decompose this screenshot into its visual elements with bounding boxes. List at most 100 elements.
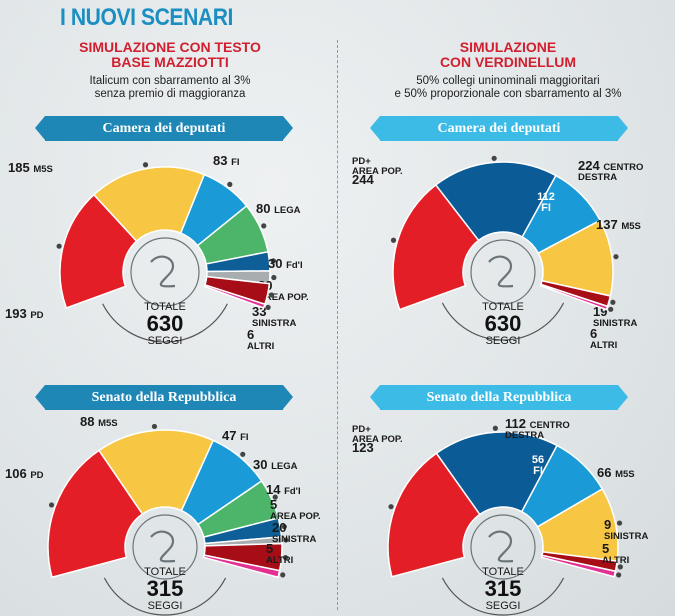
slice-label-fi: 56 FI [532, 454, 544, 477]
label-dot-altri [616, 572, 622, 578]
slice-label-centro-destra: 224 CENTRO DESTRA [578, 158, 643, 183]
label-dot-pd [56, 243, 62, 249]
page-title: I NUOVI SCENARI [60, 4, 233, 31]
slice-label-altri: 6 ALTRI [590, 326, 617, 351]
slice-label-pd-area-pop: PD+ AREA POP. 244 [352, 156, 403, 187]
total-unit: SEGGI [148, 600, 183, 612]
slice-label-sinistra: 20 SINISTRA [272, 520, 316, 545]
label-dot-lega [272, 494, 278, 500]
right-sim-desc-2: e 50% proporzionale con sbarramento al 3… [394, 88, 622, 100]
total-arc [103, 577, 227, 616]
banner-senato-left: Senato della Repubblica [35, 385, 293, 410]
left-column-header: SIMULAZIONE CON TESTO BASE MAZZIOTTI Ita… [20, 40, 320, 101]
banner-camera-right: Camera dei deputati [370, 116, 628, 141]
slice-label-altri: 6 ALTRI [247, 327, 274, 352]
left-sim-desc-1: Italicum con sbarramento al 3% [89, 75, 251, 87]
slice-label-fi: 83 FI [213, 153, 240, 168]
label-dot-pd-area-pop [390, 237, 397, 243]
total-unit: SEGGI [486, 600, 521, 612]
total-value: 315 [485, 576, 522, 601]
slice-label-m5s: 137 M5S [596, 217, 641, 232]
slice-label-centro-destra: 112 CENTRO DESTRA [505, 416, 570, 441]
total-unit: SEGGI [486, 335, 521, 347]
right-column-header: SIMULAZIONE CON VERDINELLUM 50% collegi … [352, 40, 664, 101]
slice-label-lega: 30 LEGA [253, 457, 298, 472]
total-value: 630 [147, 311, 184, 336]
left-sim-desc-2: senza premio di maggioranza [94, 88, 246, 100]
slice-label-fd-i: 14 Fd'I [266, 482, 301, 497]
total-unit: SEGGI [148, 335, 183, 347]
total-value: 630 [485, 311, 522, 336]
label-dot-altri [608, 306, 614, 312]
emblem-icon [132, 514, 198, 580]
label-dot-area-pop [271, 274, 277, 281]
slice-label-pd: 193 PD [5, 306, 44, 321]
slice-label-altri: 5 ALTRI [602, 541, 629, 566]
banner-camera-left: Camera dei deputati [35, 116, 293, 141]
slice-altri [202, 554, 281, 579]
slice-pd-area-pop [387, 452, 481, 578]
slice-pd-area-pop [392, 183, 480, 311]
slice-label-fi: 47 FI [222, 428, 249, 443]
label-dot-sinistra [610, 299, 616, 305]
total-arc [441, 577, 565, 616]
slice-label-m5s: 185 M5S [8, 160, 53, 175]
slice-label-m5s: 66 M5S [597, 465, 635, 480]
slice-label-pd-area-pop: PD+ AREA POP. 123 [352, 424, 403, 455]
slice-pd [59, 193, 138, 309]
label-dot-m5s [613, 254, 619, 260]
slice-altri [203, 283, 266, 309]
label-dot-lega [261, 223, 267, 229]
total-label: TOTALE [144, 566, 186, 578]
label-dot-sinistra [268, 292, 275, 298]
label-dot-fi [227, 181, 233, 187]
slice-altri [540, 554, 617, 578]
total-arc [102, 303, 228, 343]
slice-pd [47, 449, 144, 579]
label-dot-fi [240, 451, 246, 457]
total-value: 315 [147, 576, 184, 601]
label-dot-altri [265, 304, 271, 311]
label-dot-centro-destra [492, 425, 498, 431]
slice-label-sinistra: 9 SINISTRA [604, 517, 648, 542]
total-label: TOTALE [144, 301, 186, 313]
slice-label-area-pop: 5 AREA POP. [270, 497, 321, 522]
slice-centro-destra [434, 161, 557, 242]
emblem-icon [470, 239, 536, 305]
chart-mazziotti-senato: 106 PD 88 M5S 47 FI 30 LEGA 14 Fd'I5 AREA POP… [5, 414, 321, 616]
label-dot-sinistra [282, 554, 289, 561]
slice-centro-destra [435, 431, 559, 516]
left-sim-title-1: SIMULAZIONE CON TESTO [79, 39, 261, 55]
chart-verdinellum-camera: PD+ AREA POP. 244 224 CENTRO DESTRA 112 FI 137 … [352, 155, 643, 351]
emblem-icon [130, 237, 200, 307]
slice-label-fi: 112 FI [537, 191, 555, 214]
slice-label-lega: 80 LEGA [256, 201, 301, 216]
label-dot-m5s [151, 423, 158, 430]
label-dot-m5s [142, 162, 149, 168]
slice-altri [539, 283, 609, 311]
total-label: TOTALE [482, 566, 524, 578]
left-sim-title-2: BASE MAZZIOTTI [111, 54, 229, 70]
chart-verdinellum-senato: PD+ AREA POP. 123 112 CENTRO DESTRA 56 FI 66 M5… [352, 416, 648, 616]
total-arc [441, 302, 565, 341]
emblem-icon [470, 514, 536, 580]
label-dot-area-pop [283, 537, 289, 543]
label-dot-fd-i [270, 258, 277, 264]
right-sim-title-2: CON VERDINELLUM [439, 54, 577, 70]
slice-label-fd-i: 30 Fd'I [268, 256, 303, 271]
slice-label-m5s: 88 M5S [80, 414, 118, 429]
label-dot-m5s [616, 520, 623, 526]
slice-m5s [97, 429, 215, 516]
label-dot-pd-area-pop [388, 504, 394, 510]
total-label: TOTALE [482, 301, 524, 313]
right-sim-title-1: SIMULAZIONE [459, 39, 557, 55]
label-dot-pd [48, 502, 55, 508]
label-dot-sinistra [617, 564, 623, 570]
slice-label-sinistra: 33 SINISTRA [252, 304, 296, 329]
column-divider [337, 40, 338, 610]
label-dot-altri [280, 572, 286, 578]
slice-label-pd: 106 PD [5, 466, 44, 481]
